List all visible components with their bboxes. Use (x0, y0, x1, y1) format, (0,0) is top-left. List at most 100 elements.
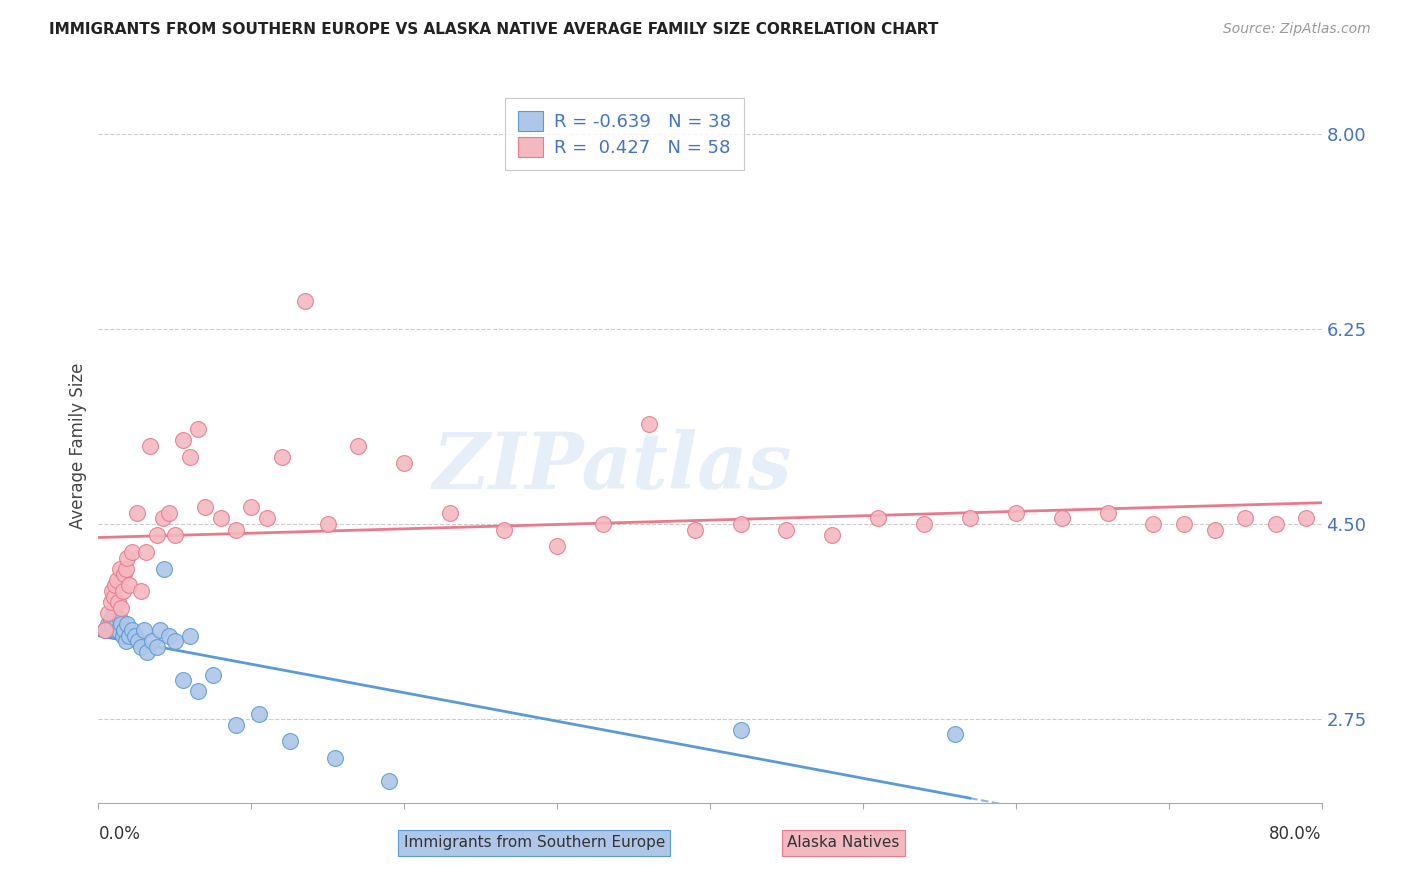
Y-axis label: Average Family Size: Average Family Size (69, 363, 87, 529)
Point (270, 450, 292, 465)
Point (179, 628, 201, 642)
Point (172, 673, 194, 687)
Text: 0.0%: 0.0% (98, 825, 141, 843)
Point (775, 523, 797, 537)
Point (546, 539, 568, 553)
Point (247, 706, 270, 721)
Point (129, 640, 152, 654)
Point (139, 439, 162, 453)
Point (107, 595, 129, 609)
Point (135, 545, 157, 559)
Point (115, 562, 138, 576)
Point (104, 578, 127, 592)
Point (163, 634, 186, 648)
Point (187, 684, 209, 698)
Point (316, 517, 339, 532)
Point (157, 506, 180, 520)
Point (121, 623, 143, 637)
Point (943, 726, 966, 740)
Point (107, 623, 129, 637)
Point (1142, 517, 1164, 532)
Point (1097, 506, 1119, 520)
Text: Immigrants from Southern Europe: Immigrants from Southern Europe (404, 836, 665, 850)
Point (157, 628, 180, 642)
Point (1264, 517, 1286, 532)
Point (187, 422, 209, 436)
Point (730, 723, 752, 738)
Point (125, 506, 148, 520)
Point (103, 607, 125, 621)
Point (111, 584, 134, 599)
Point (278, 734, 301, 748)
Point (117, 617, 139, 632)
Point (141, 634, 163, 648)
Point (105, 573, 128, 587)
Point (1295, 511, 1317, 525)
Point (108, 562, 131, 576)
Point (439, 506, 461, 520)
Point (1004, 506, 1026, 520)
Point (294, 293, 316, 308)
Point (240, 500, 263, 515)
Point (124, 628, 146, 642)
Point (110, 600, 132, 615)
Point (145, 528, 167, 542)
Point (325, 751, 347, 765)
Point (112, 623, 135, 637)
Point (347, 439, 370, 453)
Point (136, 645, 159, 659)
Point (225, 717, 247, 731)
Text: 80.0%: 80.0% (1270, 825, 1322, 843)
Point (101, 584, 124, 599)
Point (118, 628, 141, 642)
Point (179, 450, 201, 465)
Point (118, 578, 141, 592)
Point (103, 590, 125, 604)
Point (868, 511, 890, 525)
Point (97, 617, 120, 632)
Point (1050, 511, 1073, 525)
Point (121, 545, 143, 559)
Point (202, 667, 225, 681)
Point (912, 517, 935, 532)
Point (592, 517, 614, 532)
Point (93, 623, 115, 637)
Point (492, 523, 515, 537)
Point (392, 456, 416, 470)
Point (163, 528, 186, 542)
Point (115, 634, 138, 648)
Point (152, 511, 174, 525)
Point (730, 517, 752, 532)
Point (637, 417, 661, 431)
Point (110, 617, 132, 632)
Point (256, 511, 278, 525)
Point (129, 584, 152, 599)
Point (112, 567, 135, 582)
Point (209, 511, 232, 525)
Point (225, 523, 247, 537)
Point (100, 595, 122, 609)
Text: Source: ZipAtlas.com: Source: ZipAtlas.com (1223, 22, 1371, 37)
Point (145, 640, 167, 654)
Point (149, 623, 172, 637)
Point (111, 628, 134, 642)
Point (683, 523, 706, 537)
Point (1234, 511, 1257, 525)
Point (127, 634, 149, 648)
Point (93, 623, 115, 637)
Point (100, 612, 122, 626)
Point (104, 623, 127, 637)
Point (134, 623, 156, 637)
Point (97, 607, 120, 621)
Text: Alaska Natives: Alaska Natives (787, 836, 900, 850)
Text: IMMIGRANTS FROM SOUTHERN EUROPE VS ALASKA NATIVE AVERAGE FAMILY SIZE CORRELATION: IMMIGRANTS FROM SOUTHERN EUROPE VS ALASK… (49, 22, 939, 37)
Point (105, 617, 128, 632)
Point (108, 612, 131, 626)
Point (1173, 517, 1195, 532)
Text: ZIPatlas: ZIPatlas (433, 429, 792, 506)
Point (101, 619, 124, 633)
Point (153, 562, 176, 576)
Point (959, 511, 981, 525)
Point (172, 434, 194, 448)
Point (194, 500, 217, 515)
